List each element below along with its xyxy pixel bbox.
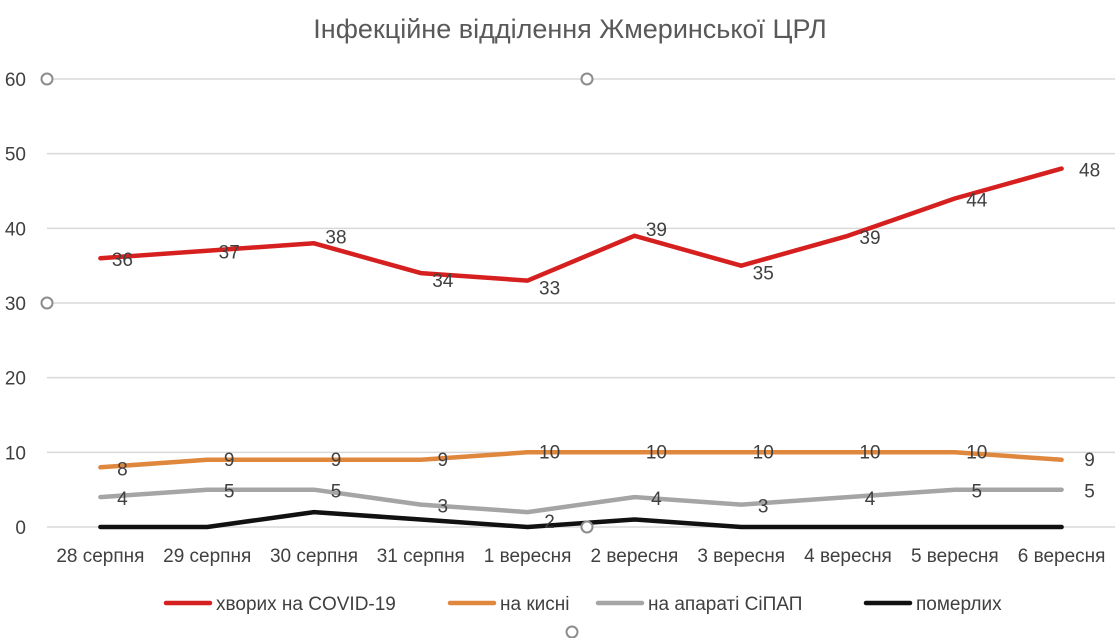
data-label: 39 bbox=[859, 228, 880, 249]
y-tick-label: 60 bbox=[5, 70, 26, 91]
data-label: 3 bbox=[758, 497, 769, 518]
data-label: 9 bbox=[224, 450, 235, 471]
data-label: 5 bbox=[1084, 482, 1095, 503]
data-label: 10 bbox=[539, 442, 560, 463]
data-label: 10 bbox=[966, 442, 987, 463]
data-label: 5 bbox=[224, 482, 235, 503]
series-line-3 bbox=[98, 509, 1064, 530]
data-label: 10 bbox=[753, 442, 774, 463]
data-label: 34 bbox=[432, 271, 454, 292]
chart-title: Інфекційне відділення Жмеринської ЦРЛ bbox=[313, 14, 826, 44]
y-tick-label: 0 bbox=[15, 518, 26, 539]
data-label: 36 bbox=[112, 250, 133, 271]
data-label: 3 bbox=[438, 497, 449, 518]
x-tick-label: 31 серпня bbox=[377, 546, 465, 567]
x-tick-label: 5 вересня bbox=[911, 546, 999, 567]
data-label: 33 bbox=[539, 279, 560, 300]
y-tick-label: 10 bbox=[5, 443, 26, 464]
data-label: 9 bbox=[438, 450, 449, 471]
data-label: 4 bbox=[651, 489, 662, 510]
x-tick-label: 28 серпня bbox=[56, 546, 144, 567]
gridlines bbox=[47, 78, 1115, 528]
x-tick-label: 29 серпня bbox=[163, 546, 251, 567]
legend-label: на кисні bbox=[500, 594, 569, 615]
data-label: 39 bbox=[646, 220, 667, 241]
data-label: 10 bbox=[646, 442, 667, 463]
y-tick-label: 40 bbox=[5, 219, 26, 240]
legend-label: на апараті СіПАП bbox=[648, 594, 802, 615]
data-label: 48 bbox=[1079, 161, 1100, 182]
data-label: 35 bbox=[753, 264, 774, 285]
y-tick-label: 30 bbox=[5, 294, 26, 315]
data-label: 44 bbox=[966, 190, 988, 211]
x-tick-label: 30 серпня bbox=[270, 546, 358, 567]
resize-handle[interactable] bbox=[40, 72, 54, 86]
data-label: 8 bbox=[117, 459, 128, 480]
resize-handle[interactable] bbox=[580, 72, 594, 86]
data-label: 10 bbox=[859, 442, 880, 463]
resize-handle[interactable] bbox=[580, 520, 594, 534]
data-label: 4 bbox=[117, 489, 128, 510]
x-axis-ticks: 28 серпня 29 серпня 30 серпня 31 серпня 1 ве… bbox=[56, 546, 1105, 567]
y-tick-label: 20 bbox=[5, 369, 26, 390]
resize-handle[interactable] bbox=[565, 625, 579, 638]
series-line-1 bbox=[98, 450, 1064, 470]
x-tick-label: 2 вересня bbox=[591, 546, 679, 567]
x-tick-label: 4 вересня bbox=[804, 546, 892, 567]
data-label: 38 bbox=[325, 227, 346, 248]
x-tick-label: 3 вересня bbox=[697, 546, 785, 567]
data-label: 5 bbox=[972, 482, 983, 503]
data-label: 9 bbox=[1084, 450, 1095, 471]
data-label: 37 bbox=[219, 243, 240, 264]
x-tick-label: 1 вересня bbox=[484, 546, 572, 567]
series-lines bbox=[98, 166, 1064, 530]
legend-label: померлих bbox=[916, 594, 1002, 615]
series-line-2 bbox=[98, 487, 1064, 515]
data-label: 9 bbox=[331, 450, 342, 471]
data-label: 5 bbox=[331, 482, 342, 503]
y-tick-label: 50 bbox=[5, 145, 26, 166]
selection-handles[interactable] bbox=[40, 72, 594, 638]
resize-handle[interactable] bbox=[40, 296, 54, 310]
data-label: 2 bbox=[544, 512, 555, 533]
x-tick-label: 6 вересня bbox=[1018, 546, 1106, 567]
data-label: 4 bbox=[865, 489, 876, 510]
series-line-0 bbox=[98, 166, 1064, 283]
legend-label: хворих на COVID-19 bbox=[216, 594, 396, 615]
legend: хворих на COVID-19 на кисні на апараті СіП… bbox=[163, 594, 1002, 615]
y-axis-ticks: 0 10 20 30 40 50 60 bbox=[5, 70, 26, 539]
